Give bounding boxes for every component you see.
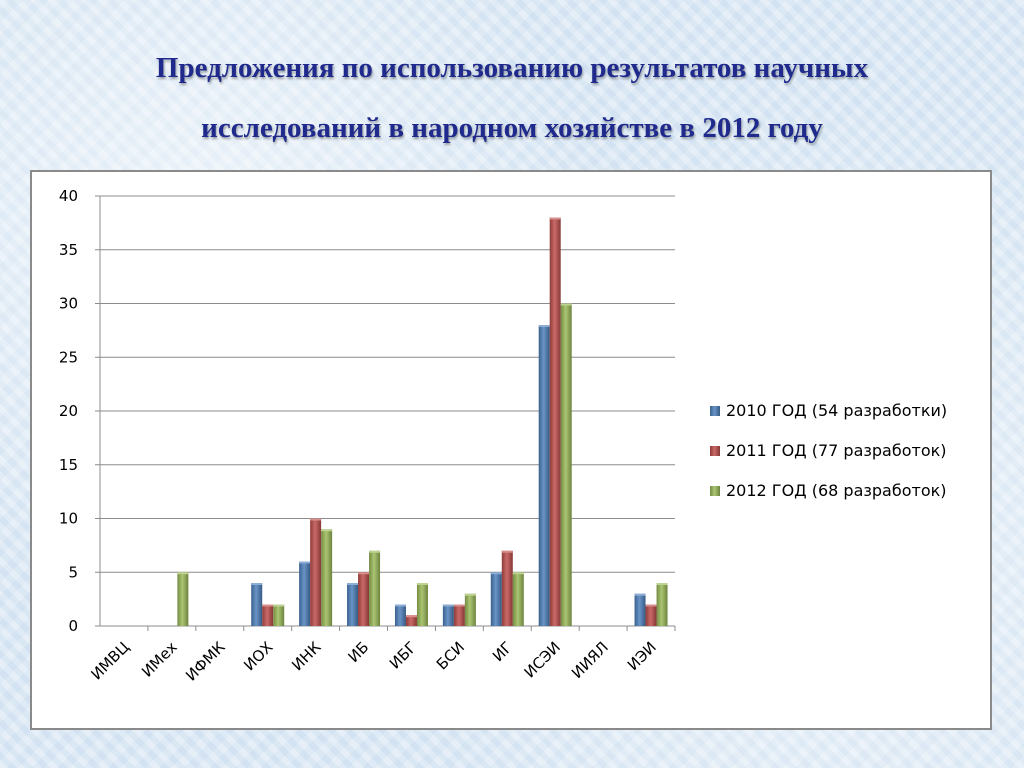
x-tick-label: ИОХ [240,638,276,674]
bar [394,604,406,626]
chart-frame: 0 5 10 15 20 25 30 35 40 ИМВЦ ИМех ИФМК ИОХ ИНК ИБ ИБГ Б… [30,170,992,730]
bar-top [453,604,465,607]
bar [177,572,189,626]
x-tick-label: ИИЯЛ [568,638,612,682]
bar-top [656,583,668,585]
x-tick-label: ИЭИ [624,638,660,674]
slide-title: Предложения по использованию результатов… [40,38,984,158]
bar-top [394,604,406,607]
bar [501,550,513,626]
bar-top [273,604,285,607]
bar [560,303,572,626]
x-tick-label: ИГ [489,638,516,665]
bar [645,604,657,626]
y-tick-label: 35 [59,241,78,259]
bar-top [645,604,657,607]
bar-top [358,572,370,575]
bar [347,583,359,626]
x-tick-label: БСИ [433,638,468,673]
bar [549,217,561,626]
x-tick-label: ИФМК [182,638,229,685]
y-tick-label: 15 [59,456,78,474]
slide-title-line-2: исследований в народном хозяйстве в 2012… [201,112,823,144]
x-tick-label: ИМВЦ [87,638,133,684]
bar-top [369,550,381,553]
bar [310,518,322,626]
legend-label: 2011 ГОД (77 разработок) [726,441,947,460]
bar-chart: 0 5 10 15 20 25 30 35 40 ИМВЦ ИМех ИФМК ИОХ ИНК ИБ ИБГ Б… [59,187,947,685]
bar [251,583,263,626]
bar-top [501,550,513,553]
x-tick-label: ИБ [344,638,372,666]
bar-top [405,615,417,618]
legend-label: 2010 ГОД (54 разработки) [726,401,947,420]
slide-title-line-1: Предложения по использованию результатов… [155,52,869,84]
bar-top [321,529,333,532]
legend-swatch [710,406,720,416]
x-tick-label: ИМех [138,638,181,681]
bar-top [634,593,646,596]
bar-top [512,572,524,575]
legend-swatch [710,446,720,456]
bar [358,572,370,626]
bar-top [177,572,189,575]
y-tick-label: 30 [59,295,78,313]
bar-top [347,583,359,585]
bar [416,583,428,626]
bar [405,615,417,626]
bar-top [464,593,476,596]
y-tick-label: 0 [68,617,78,635]
legend-label: 2012 ГОД (68 разработок) [726,481,947,500]
x-tick-label: ИНК [288,638,324,674]
x-tick-label: ИБГ [386,638,420,672]
bar [369,550,381,626]
bar [442,604,454,626]
bar-top [251,583,263,585]
y-tick-label: 20 [59,402,78,420]
y-tick-label: 10 [59,510,78,528]
bar [490,572,502,626]
bar [453,604,465,626]
bar-top [416,583,428,585]
bar-top [538,325,550,327]
bar-top [490,572,502,575]
bar [656,583,668,626]
bar [299,561,311,626]
bar [262,604,274,626]
bar [321,529,333,626]
bar [512,572,524,626]
y-tick-label: 25 [59,348,78,366]
bar [273,604,285,626]
y-tick-label: 5 [68,563,78,581]
bar-top [442,604,454,607]
legend-swatch [710,486,720,496]
bar [634,593,646,626]
bar-top [310,518,322,521]
bar-top [549,217,561,220]
x-tick-label: ИСЭИ [521,638,564,681]
y-tick-label: 40 [59,187,78,205]
bar-top [299,561,311,564]
bar-top [262,604,274,607]
bar-top [560,303,572,306]
bar [538,325,550,626]
bar [464,593,476,626]
